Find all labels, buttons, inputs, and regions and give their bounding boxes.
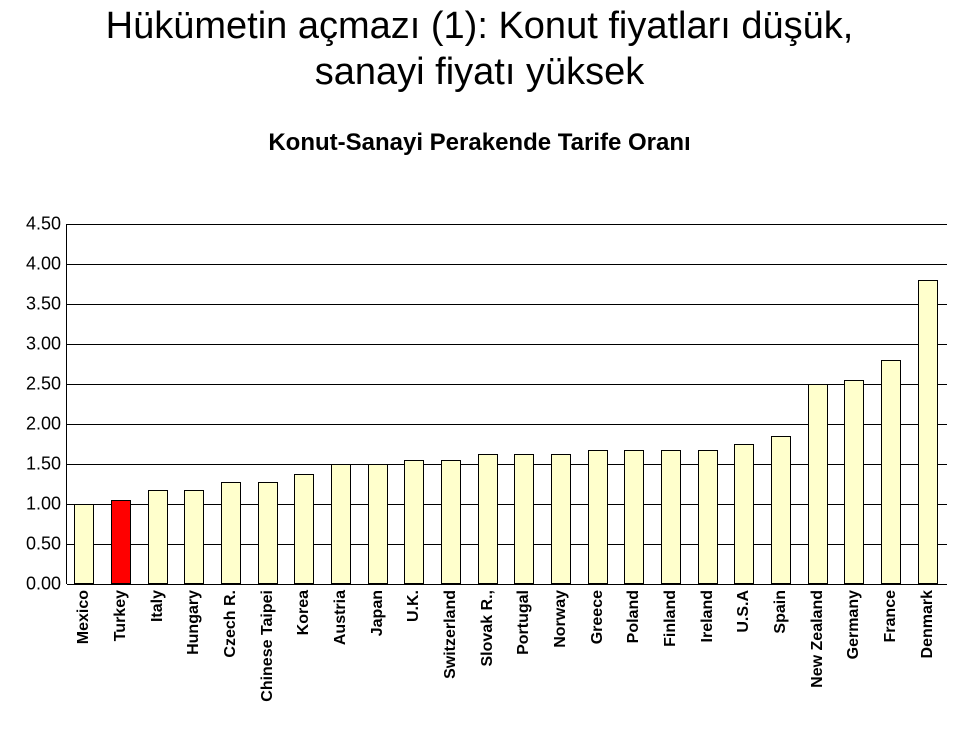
bar bbox=[148, 490, 168, 584]
bar bbox=[661, 450, 681, 584]
title-line-1: Hükümetin açmazı (1): Konut fiyatları dü… bbox=[0, 4, 959, 50]
x-tick-label: Poland bbox=[625, 590, 643, 643]
y-tick-label: 4.00 bbox=[13, 254, 61, 275]
x-tick-label: Italy bbox=[149, 590, 167, 622]
x-tick-label: Finland bbox=[662, 590, 680, 647]
bar bbox=[734, 444, 754, 584]
bar bbox=[698, 450, 718, 584]
bar bbox=[551, 454, 571, 584]
x-tick-label: Switzerland bbox=[442, 590, 460, 679]
x-tick-label: Norway bbox=[552, 590, 570, 648]
x-tick-label: France bbox=[882, 590, 900, 642]
y-tick-label: 2.50 bbox=[13, 374, 61, 395]
bar bbox=[441, 460, 461, 584]
title-line-2: sanayi fiyatı yüksek bbox=[0, 50, 959, 96]
x-tick-label: Slovak R., bbox=[479, 590, 497, 666]
x-tick-label: Portugal bbox=[515, 590, 533, 655]
bar bbox=[74, 504, 94, 584]
bar bbox=[588, 450, 608, 584]
x-tick-label: Germany bbox=[845, 590, 863, 659]
bar bbox=[918, 280, 938, 584]
y-tick-label: 1.00 bbox=[13, 494, 61, 515]
chart-x-labels: Mexico Turkey Italy Hungary Czech R. Chinese … bbox=[66, 590, 946, 730]
page-title-block: Hükümetin açmazı (1): Konut fiyatları dü… bbox=[0, 0, 959, 95]
x-tick-label: Hungary bbox=[185, 590, 203, 655]
chart-area: 0.000.501.001.502.002.503.003.504.004.50 bbox=[66, 224, 946, 584]
x-tick-label: New Zealand bbox=[809, 590, 827, 688]
bar bbox=[294, 474, 314, 584]
chart-title: Konut-Sanayi Perakende Tarife Oranı bbox=[0, 129, 959, 157]
bar bbox=[258, 482, 278, 584]
chart-bars bbox=[66, 224, 946, 584]
x-tick-label: Mexico bbox=[75, 590, 93, 644]
bar bbox=[331, 464, 351, 584]
bar bbox=[624, 450, 644, 584]
y-tick-label: 4.50 bbox=[13, 214, 61, 235]
x-tick-label: Greece bbox=[589, 590, 607, 644]
y-tick-label: 3.00 bbox=[13, 334, 61, 355]
y-tick-label: 0.00 bbox=[13, 574, 61, 595]
x-tick-label: Ireland bbox=[699, 590, 717, 642]
bar bbox=[184, 490, 204, 584]
bar bbox=[844, 380, 864, 584]
page-root: Hükümetin açmazı (1): Konut fiyatları dü… bbox=[0, 0, 959, 738]
x-tick-label: Turkey bbox=[112, 590, 130, 641]
y-tick-label: 3.50 bbox=[13, 294, 61, 315]
bar bbox=[881, 360, 901, 584]
x-tick-label: U.K. bbox=[405, 590, 423, 622]
bar bbox=[771, 436, 791, 584]
x-tick-label: Czech R. bbox=[222, 590, 240, 658]
gridline bbox=[67, 584, 947, 585]
bar bbox=[808, 384, 828, 584]
bar bbox=[478, 454, 498, 584]
x-tick-label: Korea bbox=[295, 590, 313, 635]
bar bbox=[111, 500, 131, 584]
y-tick-label: 0.50 bbox=[13, 534, 61, 555]
x-tick-label: Chinese Taipei bbox=[259, 590, 277, 702]
bar bbox=[404, 460, 424, 584]
y-tick-label: 2.00 bbox=[13, 414, 61, 435]
x-tick-label: Spain bbox=[772, 590, 790, 634]
x-tick-label: U.S.A bbox=[735, 590, 753, 633]
bar bbox=[514, 454, 534, 584]
x-tick-label: Japan bbox=[369, 590, 387, 636]
x-tick-label: Denmark bbox=[919, 590, 937, 658]
bar bbox=[368, 464, 388, 584]
y-tick-label: 1.50 bbox=[13, 454, 61, 475]
bar bbox=[221, 482, 241, 584]
x-tick-label: Austria bbox=[332, 590, 350, 645]
